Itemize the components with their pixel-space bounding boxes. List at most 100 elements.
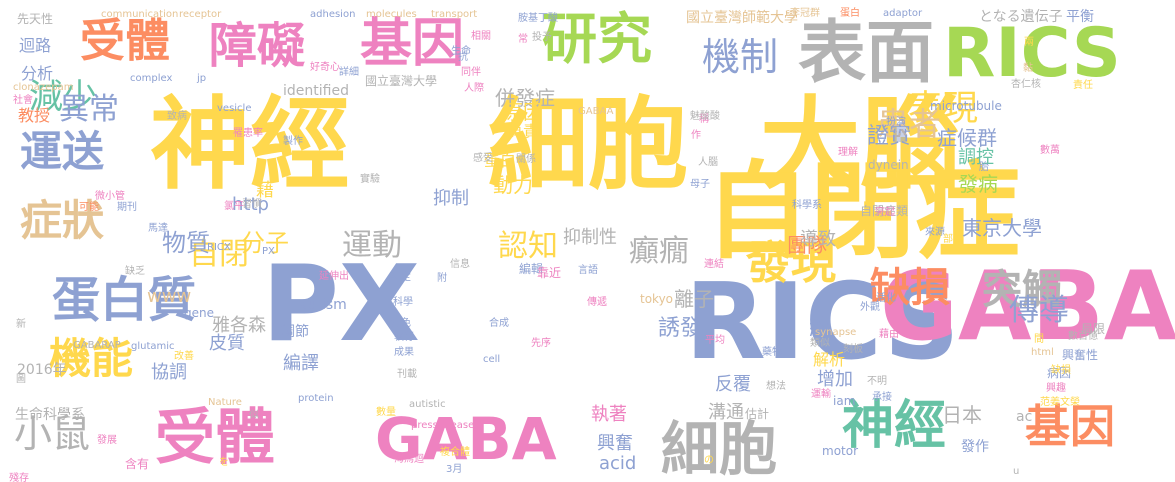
- word-cjk-43: 發病: [958, 172, 998, 196]
- word-cjk-162: 母子: [690, 179, 710, 190]
- word-cjk-80: 教授: [18, 106, 51, 125]
- word-cjk-179: 致病: [167, 111, 187, 122]
- word-cjk-37: 分子: [241, 229, 289, 257]
- word-cjk-197: 似: [249, 410, 259, 421]
- word-cjk-192: 馬達: [148, 223, 168, 234]
- word-nature-97: Nature: [208, 397, 242, 408]
- word-cjk-200: 殘存: [9, 473, 29, 482]
- word-cjk-198: 發展: [97, 435, 117, 446]
- word-gabaa-99: GABAA: [578, 106, 614, 117]
- word-complex-105: complex: [130, 73, 173, 84]
- word-cjk-58: 反覆: [715, 374, 751, 395]
- word-cjk-163: 理解: [838, 147, 858, 158]
- word-molecules-103: molecules: [366, 9, 417, 20]
- word-cjk-57: 增加: [817, 369, 853, 390]
- word-cjk-138: 角色: [391, 318, 411, 329]
- word-cjk-195: 圖: [16, 374, 26, 385]
- word-cjk-32: 運動: [342, 228, 402, 263]
- word-cjk-185: 關係: [516, 154, 536, 165]
- word-communication-100: communication: [101, 9, 179, 20]
- word-cjk-190: 可能: [79, 202, 99, 213]
- word-dynein-87: dynein: [868, 158, 909, 172]
- word-cjk-135: 合成: [489, 318, 509, 329]
- word-cjk-22: 基因: [1025, 400, 1116, 453]
- word-glutamic-83: glutamic: [131, 341, 175, 352]
- word-cjk-207: 魅酸酸: [690, 111, 720, 122]
- word-cjk-147: 連結: [704, 259, 724, 270]
- word-cjk-193: 缺乏: [125, 266, 145, 277]
- word-cjk-50: 負責: [507, 122, 540, 141]
- word-cjk-153: 承接: [872, 392, 892, 403]
- word-cjk-155: 活化: [876, 293, 896, 304]
- word-cjk-15: 受體: [80, 14, 171, 67]
- word-cjk-19: 機能: [49, 334, 134, 383]
- word-cjk-189: 微小管: [95, 191, 125, 202]
- word-cjk-184: 感受: [473, 153, 493, 164]
- word-cjk-175: 好奇心: [310, 62, 340, 73]
- word-cjk-174: 同伴: [461, 67, 481, 78]
- word-cjk-61: 興奮: [597, 433, 633, 454]
- word-vesicle-107: vesicle: [217, 103, 252, 114]
- word-ac-91: ac: [1016, 409, 1033, 425]
- word-gaba-8: GABA: [375, 405, 557, 473]
- word-cjk-139: 科學: [393, 297, 413, 308]
- word-cjk-35: 傳導: [1009, 293, 1069, 328]
- word-clonazepam-108: clonazepam: [13, 82, 74, 93]
- word-cjk-173: 相關: [471, 31, 491, 42]
- word-cjk-117: 科學系: [792, 200, 822, 211]
- word-cjk-30: 異常: [59, 92, 119, 127]
- word-html-93: html: [1031, 347, 1054, 358]
- word-cjk-201: を: [219, 457, 229, 468]
- word-rics-11: RICS: [943, 14, 1121, 93]
- word-rics-5: RICS: [685, 261, 960, 383]
- word-cjk-170: 常: [518, 34, 528, 45]
- word-cjk-146: 言語: [578, 265, 598, 276]
- word-cjk-191: 期刊: [117, 202, 137, 213]
- word-cjk-119: 病因: [1047, 366, 1072, 380]
- word-receptor-101: receptor: [179, 9, 222, 20]
- word-cjk-1: 細胞: [488, 86, 688, 203]
- word-cjk-34: 癲癇: [629, 234, 689, 269]
- word-cjk-44: 東京大學: [962, 216, 1042, 240]
- word-cjk-154: 外觀: [860, 302, 880, 313]
- word-cjk-186: 實驗: [360, 174, 380, 185]
- word-cjk-114: 蛋白: [840, 8, 860, 19]
- word-cjk-134: 先序: [531, 338, 551, 349]
- word-cjk-14: 障礙: [209, 18, 306, 74]
- word-cjk-164: 扮演: [886, 117, 906, 128]
- word-cjk-60: 執著: [591, 404, 627, 425]
- word-www-68: www: [147, 286, 192, 307]
- word-cjk-143: 附: [437, 273, 447, 284]
- word-cjk-51: 蛋白: [484, 151, 517, 170]
- word-cjk-156: 部位: [943, 234, 963, 245]
- word-jp-106: jp: [197, 73, 207, 84]
- word-cjk-65: 協調: [151, 362, 187, 383]
- word-cjk-178: 人際: [464, 83, 484, 94]
- word-u-204: u: [1013, 466, 1020, 477]
- word-microtubule-88: microtubule: [930, 99, 1002, 113]
- word-cjk-122: 數百億: [1068, 331, 1098, 342]
- word-cjk-176: 詳細: [339, 67, 359, 78]
- word-cjk-187: 氯平: [224, 201, 244, 212]
- word-cjk-69: 調節: [281, 324, 309, 340]
- word-cjk-26: 機制: [702, 35, 779, 79]
- word-cjk-141: 延伸出: [319, 271, 349, 282]
- word-cjk-63: 解析: [813, 350, 846, 369]
- word-cjk-205: 胎: [979, 162, 989, 173]
- word-cjk-181: 社會: [13, 95, 33, 106]
- word-cjk-183: 製作: [283, 136, 303, 147]
- word-cjk-140: 特定: [391, 272, 411, 283]
- word-cjk-206: 間: [1034, 334, 1044, 345]
- word-cjk-169: 稱: [699, 114, 709, 125]
- word-cjk-70: 藉: [256, 180, 274, 201]
- word-cjk-9: 細胞: [661, 415, 778, 482]
- word-cjk-18: 運送: [20, 127, 105, 176]
- word-cjk-150: 平均: [705, 335, 725, 346]
- word-cjk-2: 大腦: [760, 86, 960, 203]
- word-cjk-199: 含有: [125, 457, 150, 471]
- word-cjk-67: 雅各森: [212, 315, 266, 336]
- word-cjk-64: 編譯: [283, 353, 319, 374]
- word-cjk-127: 估計: [745, 407, 770, 421]
- word-cjk-115: 李冠群: [790, 8, 820, 19]
